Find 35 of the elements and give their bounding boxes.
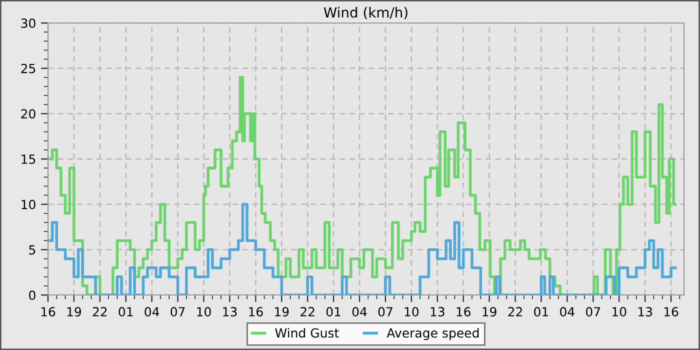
x-tick-label: 19: [67, 307, 82, 316]
x-tick-label: 13: [223, 307, 237, 316]
x-tick-label: 07: [378, 307, 392, 316]
x-tick-label: 13: [430, 307, 444, 316]
y-tick-label: 5: [29, 245, 36, 255]
x-tick-label: 01: [118, 307, 133, 316]
x-tick-label: 16: [249, 307, 263, 316]
x-tick-label: 07: [586, 307, 600, 316]
y-tick-label: 15: [22, 154, 36, 164]
x-tick-label: 19: [275, 307, 289, 316]
x-tick-label: 16: [41, 307, 56, 316]
y-tick-label: 25: [21, 64, 36, 74]
y-tick-label: 10: [22, 200, 36, 210]
x-tick-label: 19: [482, 307, 496, 316]
x-tick-label: 10: [404, 307, 419, 316]
x-tick-label: 04: [352, 307, 367, 316]
x-tick-label: 22: [300, 307, 314, 316]
y-tick-label: 30: [21, 18, 36, 28]
x-tick-label: 04: [144, 307, 160, 316]
legend-label: Wind Gust: [275, 328, 339, 338]
x-tick-label: 07: [170, 307, 185, 316]
x-tick-label: 01: [534, 307, 548, 316]
legend-label: Average speed: [386, 328, 479, 340]
x-tick-label: 22: [508, 307, 522, 316]
x-tick-label: 10: [197, 307, 211, 316]
x-tick-label: 04: [560, 307, 574, 316]
chart-title: Wind (km/h): [324, 6, 408, 20]
x-tick-label: 16: [664, 307, 678, 316]
x-tick-label: 01: [326, 307, 340, 316]
x-tick-label: 13: [638, 307, 652, 316]
y-tick-label: 20: [21, 109, 36, 119]
x-tick-label: 16: [456, 307, 471, 316]
y-tick-label: 0: [29, 290, 36, 300]
x-tick-label: 22: [92, 307, 107, 316]
x-tick-label: 10: [612, 307, 626, 316]
